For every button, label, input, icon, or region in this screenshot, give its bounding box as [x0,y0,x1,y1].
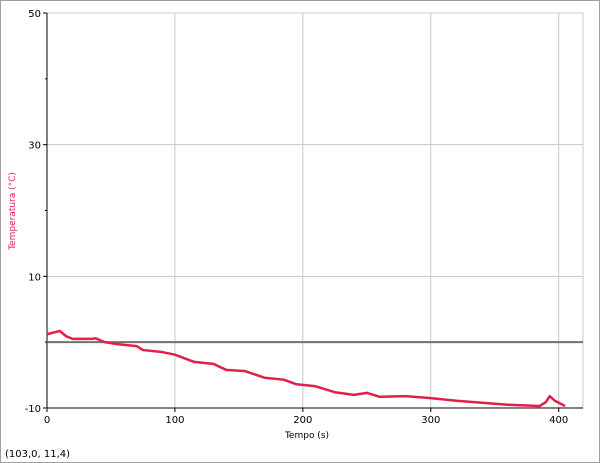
y-axis-label: Temperatura (°C) [8,172,18,251]
y-tick-label: 10 [28,272,41,283]
x-tick-label: 400 [549,415,568,426]
x-tick-label: 300 [421,415,440,426]
plot-frame [46,12,584,409]
y-tick-label: -10 [25,404,41,415]
x-tick-label: 100 [165,415,184,426]
status-text: (103,0, 11,4) [5,449,71,460]
x-tick-label: 200 [293,415,312,426]
x-tick-label: 0 [44,415,50,426]
y-tick-label: 30 [28,141,41,152]
data-line [46,329,566,408]
x-axis-label: Tempo (s) [284,431,329,441]
y-tick-label: 50 [28,9,41,20]
chart: Temperatura (°C) Tempo (s) -10 10 30 50 0 100… [8,9,584,441]
